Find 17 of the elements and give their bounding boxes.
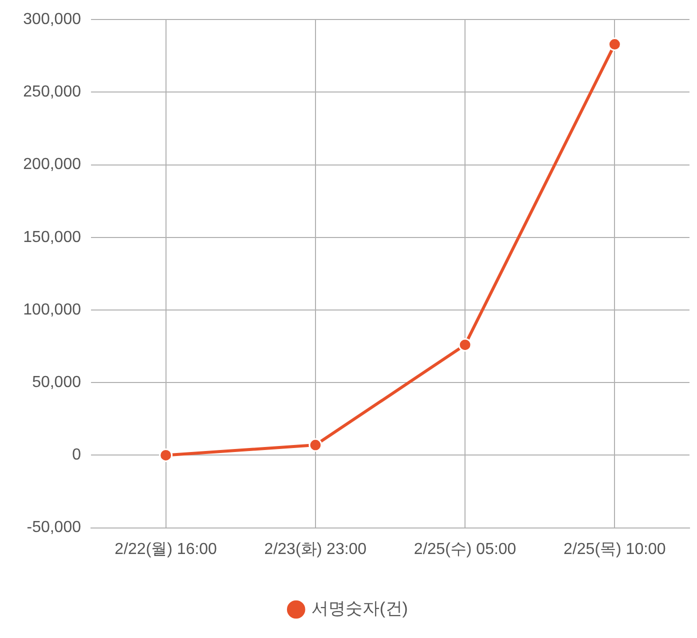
- x-tick-label: 2/25(수) 05:00: [414, 540, 516, 558]
- point: [308, 438, 322, 452]
- point: [159, 448, 173, 462]
- y-tick-label: -50,000: [26, 519, 82, 536]
- y-tick-label: 200,000: [23, 156, 82, 174]
- y-tick-label: 300,000: [23, 11, 82, 28]
- y-tick-label: 150,000: [23, 228, 82, 246]
- x-tick-label: 2/22(월) 16:00: [114, 540, 218, 558]
- y-tick-label: 250,000: [23, 84, 82, 101]
- x-tick-label: 2/23(화) 23:00: [264, 540, 367, 558]
- legend-label: 서명숫자(건): [312, 599, 408, 618]
- point: [458, 338, 472, 352]
- x-tick-label: 2/25(목) 10:00: [564, 540, 666, 558]
- y-tick-label: 0: [72, 446, 82, 464]
- point: [608, 38, 622, 52]
- y-tick-label: 100,000: [23, 301, 82, 318]
- y-tick-label: 50,000: [32, 374, 82, 392]
